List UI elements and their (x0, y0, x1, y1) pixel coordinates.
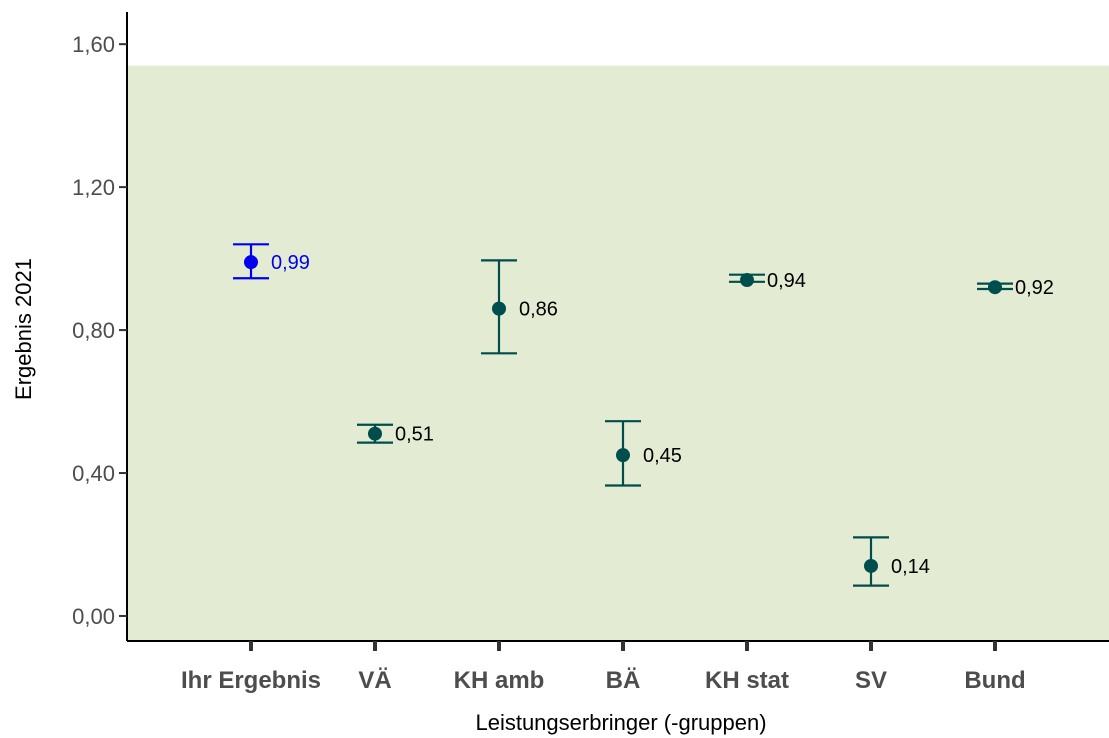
y-tick-label: 0,40 (72, 461, 115, 486)
y-tick-label: 1,60 (72, 32, 115, 57)
y-tick-label: 0,80 (72, 318, 115, 343)
data-point-group: 0,51 (357, 423, 434, 446)
data-point (740, 273, 754, 288)
data-label: 0,45 (643, 445, 682, 467)
x-tick-label: VÄ (358, 667, 391, 694)
data-point (616, 448, 630, 463)
x-tick-label: SV (855, 667, 887, 694)
data-point (368, 426, 382, 441)
data-point-group: 0,99 (233, 243, 310, 280)
data-label: 0,99 (271, 252, 310, 274)
data-label: 0,14 (891, 556, 930, 578)
data-point (244, 255, 258, 270)
data-point-group: 0,45 (605, 420, 682, 487)
data-point (988, 280, 1002, 295)
data-point (864, 558, 878, 573)
x-tick-label: Ihr Ergebnis (181, 667, 321, 694)
x-axis-title: Leistungserbringer (-gruppen) (475, 710, 766, 735)
data-point-group: 0,92 (977, 277, 1054, 299)
data-label: 0,94 (767, 270, 806, 292)
data-point-group: 0,86 (481, 259, 558, 355)
data-point-group: 0,94 (729, 270, 806, 292)
y-axis-title: Ergebnis 2021 (11, 258, 36, 400)
data-point (492, 301, 506, 316)
x-tick-label: BÄ (606, 667, 641, 694)
x-tick-label: KH amb (454, 667, 545, 694)
y-tick-label: 1,20 (72, 175, 115, 200)
data-label: 0,92 (1015, 277, 1054, 299)
reference-band (127, 65, 1109, 641)
x-tick-label: Bund (964, 667, 1025, 694)
x-tick-label: KH stat (705, 667, 789, 694)
data-label: 0,51 (395, 424, 434, 446)
data-point-group: 0,14 (853, 536, 930, 587)
y-tick-label: 0,00 (72, 604, 115, 629)
data-label: 0,86 (519, 299, 558, 321)
